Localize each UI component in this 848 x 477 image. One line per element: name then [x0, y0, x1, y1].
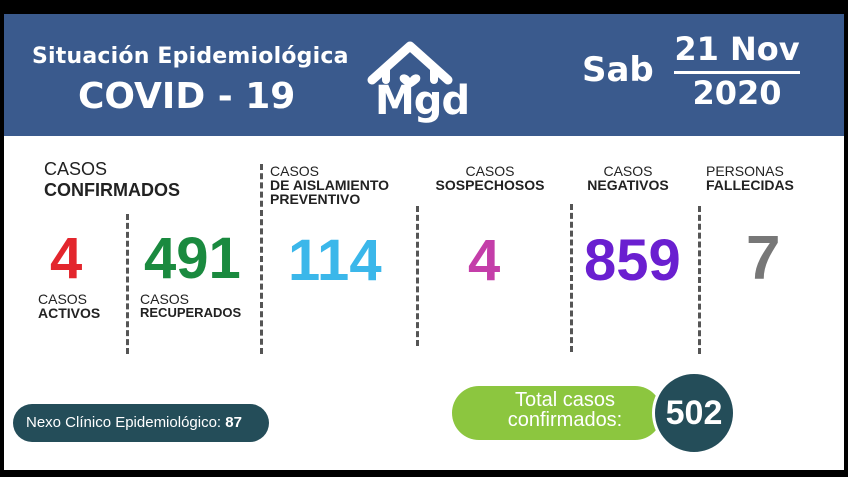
nexo-value: 87 — [225, 414, 242, 431]
nexo-text: Nexo Clínico Epidemiológico: 87 — [26, 414, 242, 431]
activos-label-line2: ACTIVOS — [38, 305, 101, 321]
fallecidas-label-line2: FALLECIDAS — [706, 177, 794, 193]
covid-report-card: Situación Epidemiológica COVID - 19 Mgd … — [4, 14, 844, 470]
date-day: Sab — [582, 50, 654, 90]
house-heart-icon — [367, 41, 453, 88]
fallecidas-label-line1: PERSONAS — [706, 163, 784, 179]
header-subtitle: Situación Epidemiológica — [32, 44, 349, 69]
fallecidas-label: PERSONAS FALLECIDAS — [706, 164, 794, 192]
total-circle — [652, 371, 736, 455]
activos-label-line1: CASOS — [38, 291, 88, 307]
aislamiento-value: 114 — [288, 228, 382, 293]
aislamiento-label-line3: PREVENTIVO — [270, 191, 361, 207]
aislamiento-label-line1: CASOS — [270, 163, 320, 179]
total-pill — [452, 386, 662, 440]
recuperados-value: 491 — [144, 226, 241, 291]
separator-3 — [416, 206, 419, 346]
negativos-value: 859 — [584, 228, 681, 293]
recuperados-label: CASOS RECUPERADOS — [140, 292, 241, 319]
recuperados-label-line2: RECUPERADOS — [140, 305, 242, 320]
header-title: COVID - 19 — [78, 76, 296, 117]
confirmados-label-line1: CASOS — [44, 159, 108, 179]
date-year: 2020 — [692, 74, 782, 112]
date-divider — [674, 71, 800, 74]
aislamiento-label: CASOS DE AISLAMIENTO PREVENTIVO — [270, 164, 389, 206]
sospechosos-value: 4 — [468, 228, 501, 293]
aislamiento-label-line2: DE AISLAMIENTO — [270, 177, 390, 193]
activos-label: CASOS ACTIVOS — [38, 292, 100, 320]
logo-text: Mgd — [375, 78, 470, 124]
nexo-label: Nexo Clínico Epidemiológico: — [26, 414, 222, 431]
separator-5 — [698, 206, 701, 354]
negativos-label-line1: CASOS — [603, 163, 653, 179]
separator-2 — [260, 164, 263, 354]
header-banner: Situación Epidemiológica COVID - 19 Mgd … — [4, 14, 844, 136]
total-value: 502 — [665, 394, 723, 432]
activos-value: 4 — [50, 226, 83, 291]
confirmados-label: CASOS CONFIRMADOS — [44, 160, 180, 199]
negativos-label: CASOS NEGATIVOS — [582, 164, 674, 192]
total-label: Total casos confirmados: — [490, 390, 640, 430]
total-label-line2: confirmados: — [507, 409, 623, 431]
negativos-label-line2: NEGATIVOS — [587, 177, 669, 193]
sospechosos-label-line2: SOSPECHOSOS — [435, 177, 545, 193]
date-day-month: 21 Nov — [674, 30, 800, 68]
fallecidas-value: 7 — [746, 224, 781, 293]
separator-1 — [126, 214, 129, 354]
sospechosos-label: CASOS SOSPECHOSOS — [430, 164, 550, 192]
confirmados-label-line2: CONFIRMADOS — [44, 180, 180, 200]
recuperados-label-line1: CASOS — [140, 291, 190, 307]
sospechosos-label-line1: CASOS — [465, 163, 515, 179]
nexo-pill — [13, 404, 269, 442]
total-label-line1: Total casos — [514, 389, 616, 411]
separator-4 — [570, 204, 573, 352]
